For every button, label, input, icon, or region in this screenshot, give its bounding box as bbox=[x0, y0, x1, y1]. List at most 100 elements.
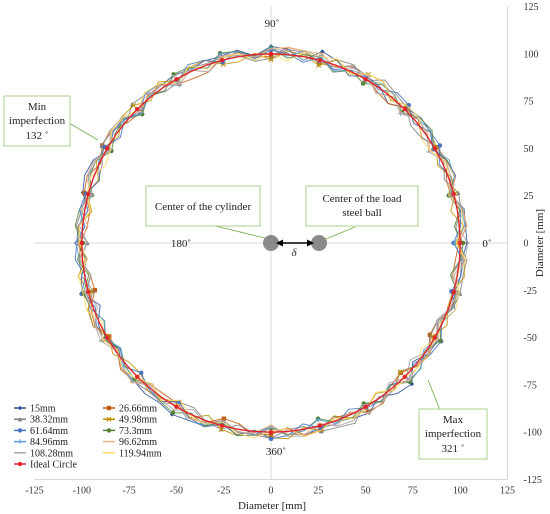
max-imperfection-line1: Max bbox=[443, 414, 464, 426]
series-ideal-circle bbox=[79, 51, 463, 435]
data-point bbox=[456, 190, 461, 196]
ball-center-point bbox=[311, 235, 327, 251]
data-point bbox=[437, 143, 443, 148]
legend-label: 15mm bbox=[30, 404, 56, 415]
data-point bbox=[360, 81, 366, 86]
annotation-min-imperfection: Min imperfection 132 ˚ bbox=[3, 95, 99, 147]
angle-label-90: 90˚ bbox=[265, 18, 280, 30]
legend-entry: 96.62mm bbox=[103, 437, 157, 448]
data-point bbox=[106, 405, 112, 411]
data-point bbox=[104, 146, 110, 151]
legend-entry: 108.28mm bbox=[14, 448, 73, 459]
data-point bbox=[86, 191, 91, 197]
data-point bbox=[432, 146, 438, 151]
data-point bbox=[458, 240, 463, 246]
data-point bbox=[106, 416, 112, 422]
x-tick-label: 25 bbox=[313, 486, 323, 497]
max-imperfection-line2: imperfection bbox=[425, 428, 482, 440]
y-tick-label: 25 bbox=[524, 191, 534, 202]
y-tick-label: -75 bbox=[524, 380, 537, 391]
data-point bbox=[452, 240, 457, 246]
y-axis-title: Diameter [mm] bbox=[534, 209, 546, 277]
data-point bbox=[130, 102, 137, 109]
x-tick-label: -50 bbox=[170, 486, 183, 497]
legend-entry: 84.96mm bbox=[14, 437, 68, 448]
data-point bbox=[451, 289, 456, 295]
data-point bbox=[428, 333, 433, 338]
legend-entry: 26.66mm bbox=[103, 404, 157, 415]
y-tick-label: -100 bbox=[524, 428, 542, 439]
data-point bbox=[320, 49, 325, 54]
data-point bbox=[135, 374, 140, 379]
y-tick-label: 125 bbox=[524, 2, 539, 13]
data-point bbox=[432, 335, 438, 340]
legend-label: 49.98mm bbox=[119, 415, 157, 426]
cylinder-center-point bbox=[263, 235, 279, 251]
data-point bbox=[268, 51, 274, 56]
data-point bbox=[17, 428, 23, 433]
data-point bbox=[268, 436, 274, 441]
min-imperfection-line3: 132 ˚ bbox=[26, 130, 49, 142]
data-point bbox=[219, 58, 225, 63]
data-point bbox=[316, 417, 321, 422]
data-point bbox=[366, 409, 371, 414]
x-tick-label: -25 bbox=[217, 486, 230, 497]
x-axis-title: Diameter [mm] bbox=[238, 500, 306, 512]
data-point bbox=[319, 429, 324, 434]
legend-entry: 38.32mm bbox=[14, 415, 68, 426]
legend-label: 108.28mm bbox=[30, 448, 73, 459]
legend-entry: 15mm bbox=[14, 404, 56, 415]
data-point bbox=[451, 191, 456, 197]
data-point bbox=[17, 439, 23, 444]
delta-arrowhead-right bbox=[307, 239, 314, 247]
data-point bbox=[221, 416, 227, 421]
x-tick-label: -100 bbox=[73, 486, 91, 497]
y-tick-label: -25 bbox=[524, 286, 537, 297]
x-tick-label: 100 bbox=[453, 486, 468, 497]
data-point bbox=[363, 76, 368, 82]
data-point bbox=[363, 404, 368, 410]
angle-label-360: 360˚ bbox=[266, 446, 286, 458]
data-point bbox=[316, 62, 322, 68]
min-imperfection-line1: Min bbox=[28, 101, 47, 113]
x-tick-label: -75 bbox=[122, 486, 135, 497]
y-tick-label: -50 bbox=[524, 333, 537, 344]
legend-label: Ideal Circle bbox=[30, 460, 77, 471]
legend-entry: 119.94mm bbox=[103, 448, 162, 459]
x-tick-label: 0 bbox=[269, 486, 274, 497]
x-tick-label: 75 bbox=[408, 486, 418, 497]
angle-label-0: 0˚ bbox=[482, 238, 491, 250]
annotation-max-imperfection: Max imperfection 321 ˚ bbox=[418, 379, 488, 460]
x-tick-label: 50 bbox=[361, 486, 371, 497]
axes: -125 -100 -75 -50 -25 0 25 50 75 100 125 -125 -100 -7… bbox=[25, 2, 542, 497]
data-point bbox=[174, 404, 179, 410]
x-tick-label: -125 bbox=[25, 486, 43, 497]
data-point bbox=[402, 107, 407, 112]
legend-label: 96.62mm bbox=[119, 437, 157, 448]
legend-label: 26.66mm bbox=[119, 404, 157, 415]
legend-entry: Ideal Circle bbox=[14, 460, 77, 471]
legend-label: 84.96mm bbox=[30, 437, 68, 448]
legend-label: 119.94mm bbox=[119, 448, 162, 459]
data-point bbox=[139, 370, 144, 375]
data-point bbox=[106, 428, 112, 433]
delta-label: δ bbox=[291, 247, 297, 259]
data-point bbox=[17, 405, 23, 411]
min-imperfection-line2: imperfection bbox=[9, 115, 66, 127]
legend-label: 73.3mm bbox=[119, 426, 152, 437]
max-imperfection-line3: 321 ˚ bbox=[442, 443, 465, 455]
legend-label: 61.64mm bbox=[30, 426, 68, 437]
data-point bbox=[317, 423, 323, 428]
data-point bbox=[135, 107, 140, 112]
data-point bbox=[17, 461, 23, 467]
annotation-ball-center: Center of the load steel ball bbox=[305, 185, 419, 240]
legend-entry: 61.64mm bbox=[14, 426, 68, 437]
legend-entry: 49.98mm bbox=[103, 415, 157, 426]
annotation-ball-text-line1: Center of the load bbox=[322, 193, 402, 205]
series-lines bbox=[73, 44, 470, 441]
data-point bbox=[104, 335, 110, 340]
data-point bbox=[86, 289, 91, 295]
data-point bbox=[92, 288, 98, 293]
data-point bbox=[218, 51, 223, 57]
